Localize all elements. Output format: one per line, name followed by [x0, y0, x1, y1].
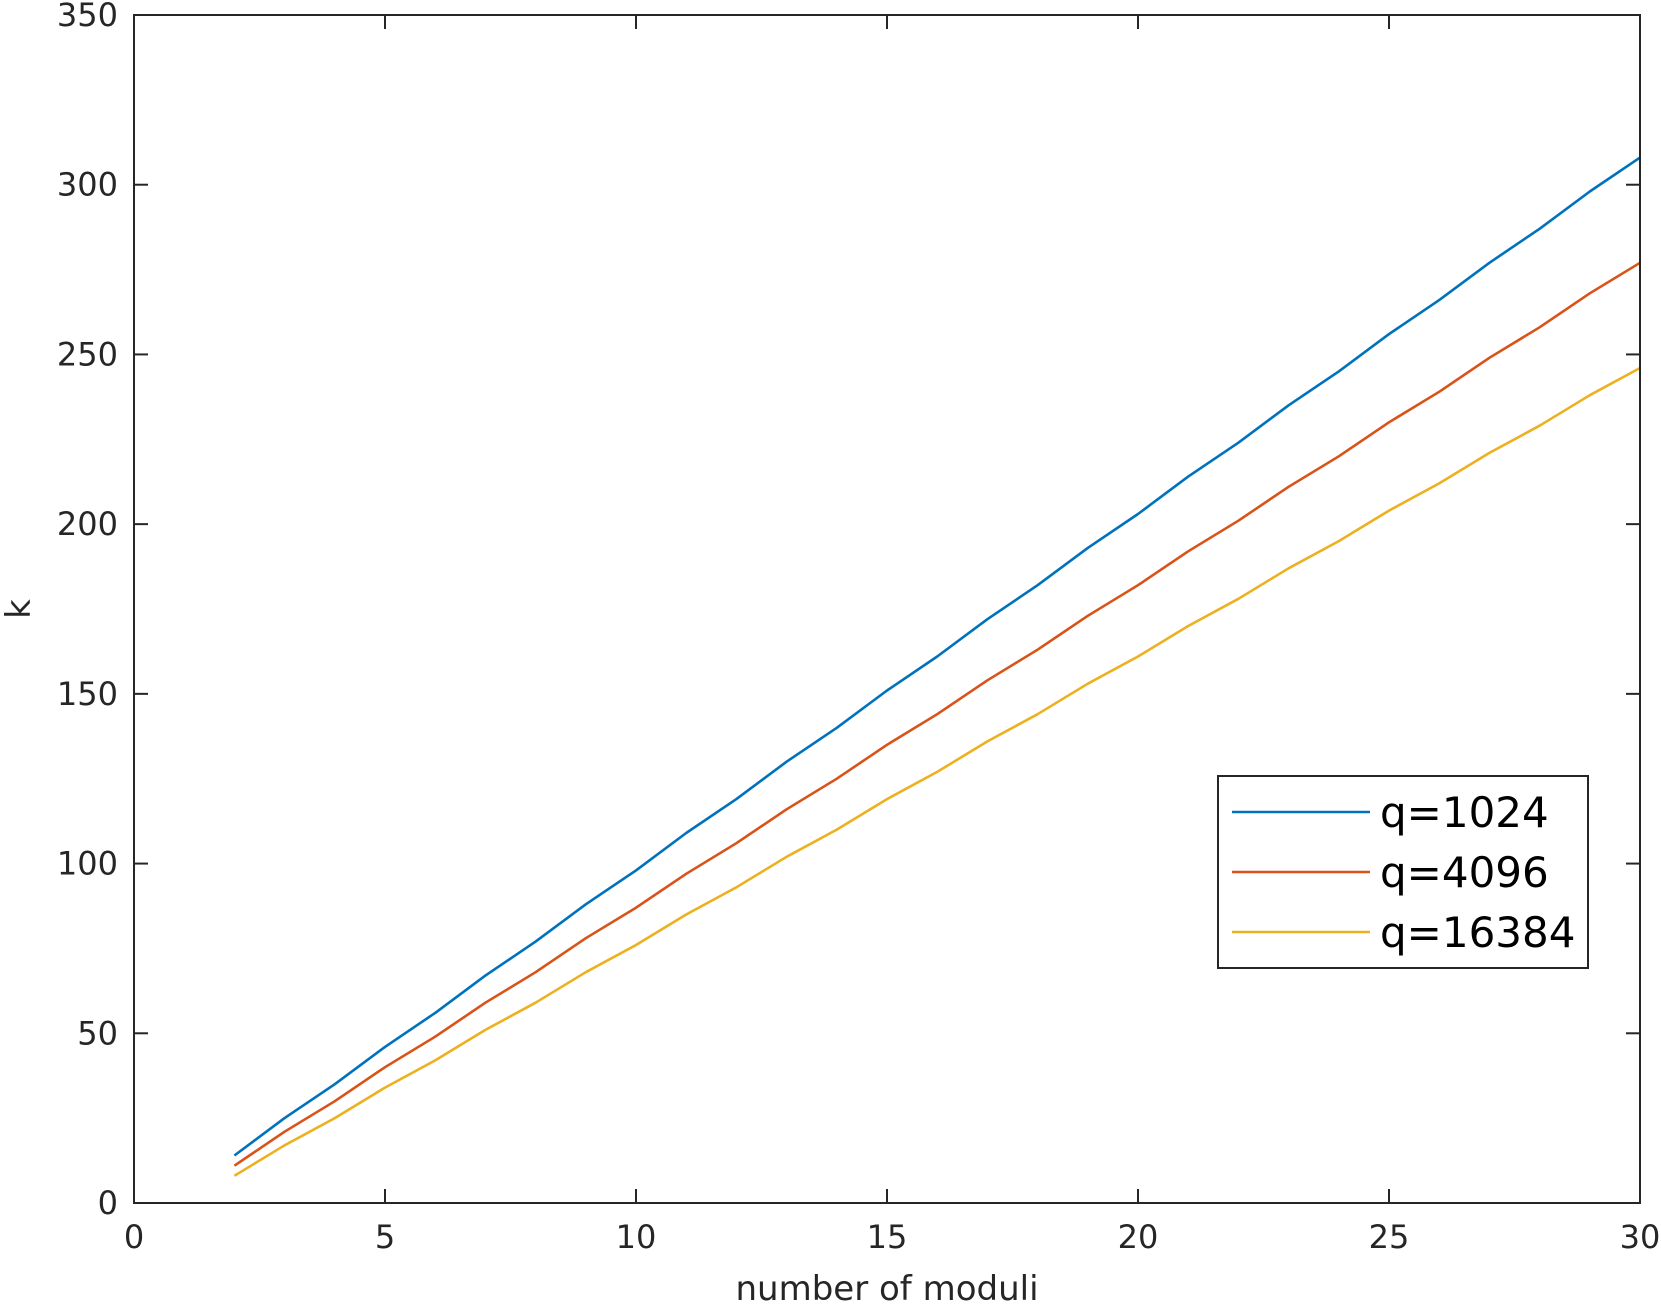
series-line-3 [233, 366, 1641, 1177]
x-tick-label: 15 [867, 1218, 908, 1256]
x-tick-label: 10 [616, 1218, 657, 1256]
legend: q=1024 q=4096 q=16384 [1217, 775, 1589, 969]
y-axis-label: k [0, 599, 39, 619]
x-tick-label: 5 [375, 1218, 395, 1256]
x-axis: 0 5 10 15 20 25 30 [124, 15, 1661, 1256]
y-tick-label: 300 [57, 166, 118, 204]
legend-label-3: q=16384 [1380, 908, 1575, 957]
axes-frame [133, 14, 1641, 1204]
x-tick-label: 20 [1118, 1218, 1159, 1256]
y-tick-label: 350 [57, 0, 118, 34]
y-axis: 0 50 100 150 200 250 300 350 [57, 0, 1640, 1222]
series-line-1 [233, 156, 1641, 1157]
legend-label-2: q=4096 [1380, 848, 1549, 897]
y-tick-label: 100 [57, 845, 118, 883]
legend-label-1: q=1024 [1380, 788, 1549, 837]
y-tick-label: 0 [98, 1184, 118, 1222]
y-tick-label: 50 [77, 1014, 118, 1052]
series-group [233, 156, 1641, 1177]
x-tick-label: 25 [1369, 1218, 1410, 1256]
y-tick-label: 250 [57, 335, 118, 373]
series-line-2 [233, 261, 1641, 1167]
x-tick-label: 0 [124, 1218, 144, 1256]
x-axis-label: number of moduli [735, 1269, 1038, 1309]
y-tick-label: 150 [57, 675, 118, 713]
x-tick-label: 30 [1620, 1218, 1661, 1256]
y-tick-label: 200 [57, 505, 118, 543]
